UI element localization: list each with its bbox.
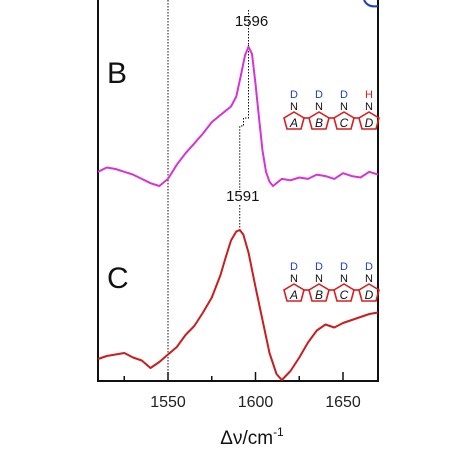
x-tick-label: 1600 [238,394,274,411]
ring-letter: D [365,116,374,130]
panel-label-B: B [107,57,127,90]
x-tick-label: 1550 [150,394,186,411]
pyrrole-ring [333,283,355,302]
x-axis-title: Δν/cm-1 [220,425,284,449]
ring-letter: B [315,288,323,302]
series-group [97,45,379,381]
ring-nitrogen: N [340,273,348,285]
reference-lines [167,0,249,380]
pyrrole-ring [308,283,330,302]
pyrrole-ring [283,283,305,302]
plot-frame [97,0,379,382]
ring-top-atom: H [365,89,373,101]
peak-label-C: 1591 [226,188,259,205]
ring-letter: B [315,116,323,130]
top-blue-structure-fragment [363,0,379,8]
pyrrole-ring [308,111,330,130]
ring-nitrogen: N [365,101,373,113]
ring-nitrogen: N [290,101,298,113]
x-axis-title-main: Δν/cm [220,428,273,449]
ring-top-atom: D [340,89,348,101]
ring-nitrogen: N [340,101,348,113]
panel-label-C: C [107,262,129,295]
pyrrole-ring [283,111,305,130]
peak-labels: 1596 1591 [226,13,268,205]
x-axis-ticks: 1550 1600 1650 [123,372,361,411]
ring-top-atom: D [315,261,323,273]
ring-top-atom: D [365,261,373,273]
ring-letter: A [289,116,298,130]
pyrrole-ring [358,111,380,130]
ring-nitrogen: N [365,273,373,285]
ring-letter: A [289,288,298,302]
series-line-B [97,45,379,187]
ring-top-atom: D [290,261,298,273]
pyrrole-ring [358,283,380,302]
ring-top-atom: D [340,261,348,273]
ring-letter: D [365,288,374,302]
ring-top-atom: D [290,89,298,101]
peak-label-B: 1596 [235,13,268,30]
ring-nitrogen: N [315,273,323,285]
reference-line-peak-link [239,45,249,190]
ring-nitrogen: N [290,273,298,285]
ring-top-atom: D [315,89,323,101]
panel-labels: BC [107,57,129,295]
ring-letter: C [340,288,349,302]
x-tick-label: 1650 [325,394,361,411]
pyrrole-ring [333,111,355,130]
ring-nitrogen: N [315,101,323,113]
series-line-C [97,229,379,381]
ring-letter: C [340,116,349,130]
x-axis-title-sup: -1 [273,425,284,439]
